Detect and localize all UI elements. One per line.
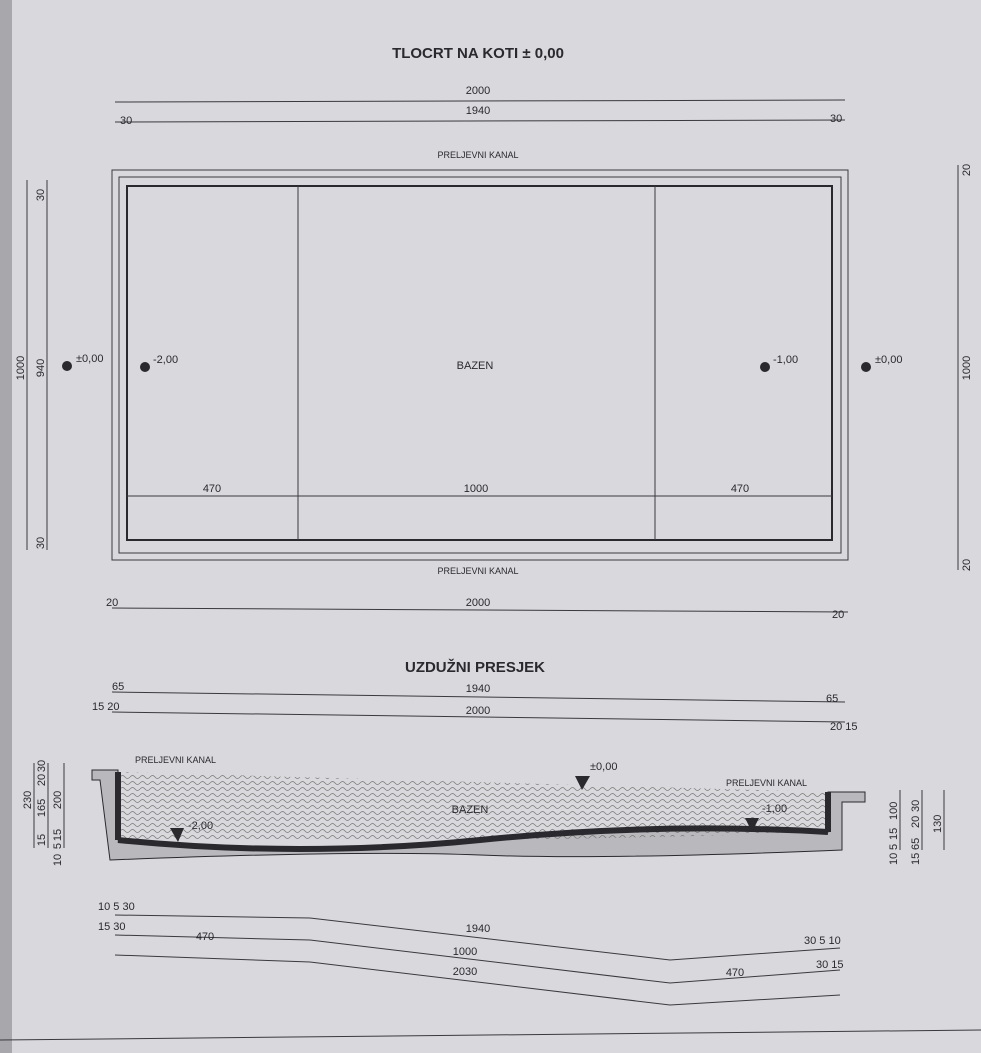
dim-plan-2000: 2000 <box>466 85 490 97</box>
pool-label: BAZEN <box>457 360 494 372</box>
dim-plan-1000-left: 1000 <box>15 356 27 380</box>
segment-470-left: 470 <box>203 483 221 495</box>
dim-sec-65-right: 65 <box>826 693 838 705</box>
dim-plan-1940: 1940 <box>466 105 490 117</box>
dim-sec-1940: 1940 <box>466 683 490 695</box>
dim-sec-20-15-right: 20 15 <box>830 721 858 733</box>
level-deep: -2,00 <box>188 820 213 832</box>
dim-sec-2000: 2000 <box>466 705 490 717</box>
dim-plan-940: 940 <box>35 359 47 377</box>
level-marker-icon <box>861 362 871 372</box>
dim-b-1940: 1940 <box>466 923 490 935</box>
section-channel-left: PRELJEVNI KANAL <box>135 755 216 765</box>
dim-b-470-right: 470 <box>726 967 744 979</box>
level-inner-left: -2,00 <box>153 354 178 366</box>
plan-title: TLOCRT NA KOTI ± 0,00 <box>392 45 564 62</box>
level-water: ±0,00 <box>590 761 617 773</box>
level-inner-right: -1,00 <box>773 354 798 366</box>
dim-b-15-30: 15 30 <box>98 921 126 933</box>
dim-sec-15-b: 15 <box>36 834 48 846</box>
overflow-channel-outline <box>111 169 849 561</box>
pool-wall <box>115 772 831 840</box>
section-right-dims: 10 5 15 100 15 65 20 30 130 <box>888 790 945 865</box>
dim-sec-r-65: 65 <box>910 838 922 850</box>
dim-plan-2000-bottom: 2000 <box>466 597 490 609</box>
dim-b-1000: 1000 <box>453 946 477 958</box>
level-marker-icon <box>140 362 150 372</box>
dim-plan-30-right: 30 <box>830 113 842 125</box>
level-outer-left: ±0,00 <box>76 353 103 365</box>
dim-b-2030: 2030 <box>453 966 477 978</box>
dim-sec-r-10: 10 <box>888 853 900 865</box>
dim-sec-30: 30 <box>36 760 48 772</box>
dim-b-10-5-30: 10 5 30 <box>98 901 135 913</box>
deep-level-marker-icon <box>170 828 184 842</box>
shallow-level-marker-icon <box>745 818 759 832</box>
dim-sec-20: 20 <box>36 774 48 786</box>
dim-sec-r-30: 30 <box>910 800 922 812</box>
sheet-border <box>0 1029 981 1041</box>
dim-sec-15-20-left: 15 20 <box>92 701 120 713</box>
dim-sec-r-15b: 15 <box>910 853 922 865</box>
dim-line <box>111 711 846 723</box>
level-marker-icon <box>62 361 72 371</box>
dim-b-30-5-10: 30 5 10 <box>804 935 841 947</box>
dim-line <box>111 691 846 703</box>
paper-edge <box>0 0 12 1053</box>
section-title: UZDUŽNI PRESJEK <box>405 658 545 676</box>
section-channel-right: PRELJEVNI KANAL <box>726 778 807 788</box>
level-marker-icon <box>760 362 770 372</box>
section-left-dims: 230 165 20 30 200 15 10 5 15 <box>22 760 65 866</box>
dim-b-30-15: 30 15 <box>816 959 844 971</box>
dim-plan-20-right: 20 <box>832 609 844 621</box>
dim-sec-165: 165 <box>36 799 48 817</box>
dim-plan-20-left: 20 <box>106 597 118 609</box>
pool-basin <box>126 185 833 541</box>
dim-plan-30-top: 30 <box>35 189 47 201</box>
dim-line <box>114 99 846 103</box>
dim-sec-r-15: 15 <box>888 828 900 840</box>
dim-sec-65-left: 65 <box>112 681 124 693</box>
segment-470-right: 470 <box>731 483 749 495</box>
pool-floor-slab <box>117 825 829 852</box>
dim-sec-r-5: 5 <box>888 844 900 850</box>
dim-sec-r-100: 100 <box>888 802 900 820</box>
dim-sec-r-130: 130 <box>932 815 944 833</box>
dim-sec-10: 10 <box>52 854 64 866</box>
channel-label-bottom: PRELJEVNI KANAL <box>437 566 518 576</box>
dim-plan-30-bottom: 30 <box>35 537 47 549</box>
section-bottom-dims: 10 5 30 1940 30 5 10 15 30 470 1000 470 … <box>98 901 844 1006</box>
level-outer-right: ±0,00 <box>875 354 902 366</box>
dim-plan-30-left: 30 <box>120 115 132 127</box>
dim-sec-230: 230 <box>22 791 34 809</box>
segment-1000: 1000 <box>464 483 488 495</box>
overflow-channel-inner <box>118 176 842 554</box>
dim-sec-15-a: 15 <box>52 829 64 841</box>
dim-plan-20-top: 20 <box>961 164 973 176</box>
channel-label-top: PRELJEVNI KANAL <box>437 150 518 160</box>
dim-b-470-left: 470 <box>196 931 214 943</box>
dim-sec-r-20: 20 <box>910 816 922 828</box>
dim-sec-5: 5 <box>52 843 64 849</box>
dim-line <box>111 607 849 613</box>
pool-water-section <box>118 772 828 841</box>
level-shallow: -1,00 <box>762 803 787 815</box>
section-pool-label: BAZEN <box>452 804 489 816</box>
water-level-marker-icon <box>575 776 590 790</box>
dim-sec-200: 200 <box>52 791 64 809</box>
dim-line <box>114 119 846 123</box>
dim-plan-1000-right: 1000 <box>961 356 973 380</box>
dim-plan-20-bottom: 20 <box>961 559 973 571</box>
